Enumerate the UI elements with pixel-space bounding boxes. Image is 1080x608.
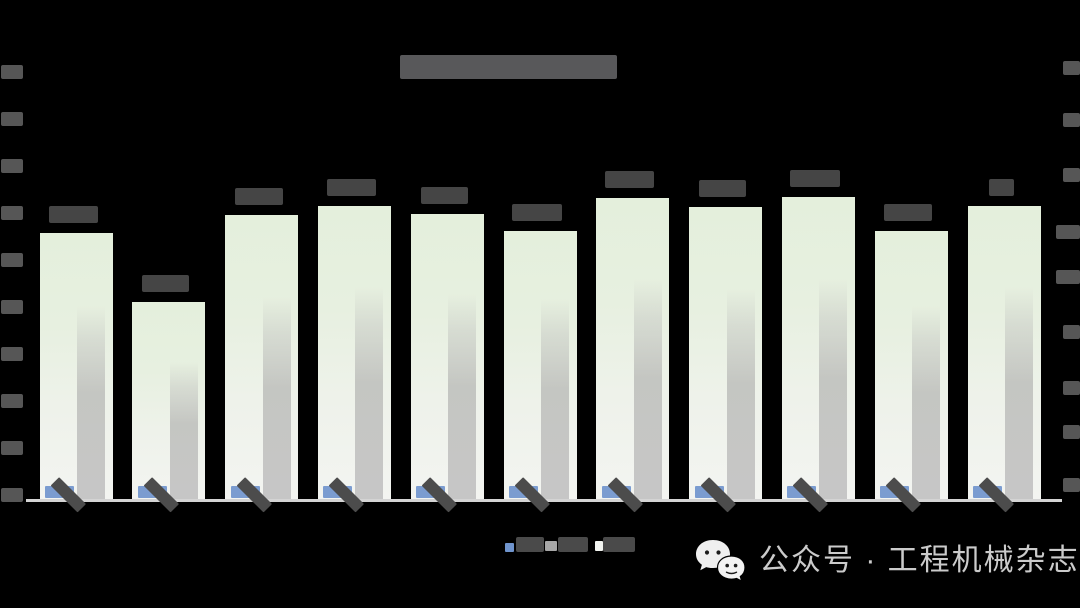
watermark: 公众号 · 工程机械杂志 — [693, 537, 1080, 585]
legend-label-blob — [516, 537, 544, 552]
bar-gray-series — [448, 294, 477, 499]
right-axis-tick-blob — [1063, 61, 1080, 75]
bar-gray-series — [819, 279, 848, 499]
bar-data-label-blob — [699, 180, 747, 198]
bar-gray-series — [169, 361, 198, 499]
bar-data-label-blob — [142, 274, 190, 292]
bar-gray-series — [541, 298, 569, 499]
legend-marker — [545, 541, 557, 551]
bar-gray-series — [1005, 286, 1033, 499]
right-axis-tick-blob — [1063, 478, 1080, 492]
left-axis-tick-blob — [1, 394, 23, 408]
bar-data-label-blob — [512, 204, 562, 222]
bar-data-label-blob — [988, 178, 1014, 196]
bar-data-label-blob — [884, 204, 933, 222]
bar-data-label-blob — [605, 171, 655, 189]
right-axis-tick-blob — [1063, 168, 1080, 182]
legend-marker — [595, 541, 603, 551]
bar-data-label-blob — [790, 169, 841, 187]
right-axis-tick-blob — [1063, 113, 1080, 127]
bar-gray-series — [77, 306, 105, 499]
right-axis-tick-blob — [1056, 270, 1080, 284]
left-axis-tick-blob — [1, 112, 23, 126]
left-axis-tick-blob — [1, 300, 23, 314]
left-axis-tick-blob — [1, 488, 23, 502]
legend-label-blob — [603, 537, 635, 552]
legend-item-green[interactable] — [595, 536, 635, 552]
bar-data-label-blob — [234, 187, 283, 205]
bar-gray-series — [355, 286, 384, 499]
left-axis-tick-blob — [1, 65, 23, 79]
right-axis-tick-blob — [1056, 225, 1080, 239]
watermark-text: 公众号 · 工程机械杂志 — [759, 544, 1080, 577]
chart-title-blob — [400, 55, 617, 79]
right-axis-tick-blob — [1063, 381, 1080, 395]
bar-gray-series — [262, 297, 291, 499]
left-axis-tick-blob — [1, 347, 23, 361]
legend-marker — [505, 543, 514, 552]
bar-data-label-blob — [48, 205, 98, 223]
bar-data-label-blob — [420, 186, 468, 204]
legend-label-blob — [558, 537, 588, 552]
legend-item-blue[interactable] — [505, 536, 544, 552]
left-axis-tick-blob — [1, 159, 23, 173]
left-axis-tick-blob — [1, 206, 23, 220]
right-axis-tick-blob — [1063, 325, 1080, 339]
left-axis-tick-blob — [1, 441, 23, 455]
right-axis-tick-blob — [1063, 425, 1080, 439]
wechat-icon — [696, 540, 746, 583]
bar-gray-series — [912, 306, 941, 499]
bar-gray-series — [726, 288, 755, 499]
left-axis-tick-blob — [1, 253, 23, 267]
bar-gray-series — [633, 279, 662, 499]
legend-item-gray[interactable] — [545, 536, 588, 552]
bar-data-label-blob — [326, 178, 376, 196]
